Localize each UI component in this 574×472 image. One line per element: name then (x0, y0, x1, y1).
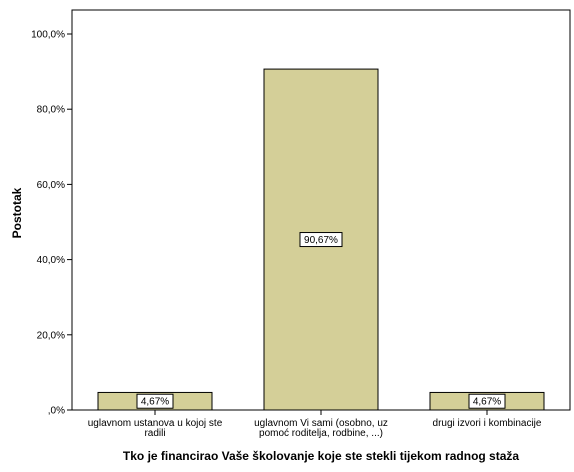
data-label: 90,67% (304, 235, 338, 246)
x-axis-tick-labels: uglavnom ustanova u kojoj ste radili uglav… (88, 410, 542, 439)
data-label: 4,67% (141, 397, 169, 408)
y-tick-label: 100,0% (31, 30, 65, 41)
y-tick-label: 80,0% (37, 105, 65, 116)
data-label-box (299, 232, 343, 248)
bars-group: 4,67% 90,67% 4,67% (97, 68, 545, 411)
x-tick-label: uglavnom ustanova u kojoj ste radili (88, 418, 223, 439)
y-tick-label: ,0% (48, 406, 65, 417)
y-axis-label: Postotak (10, 187, 24, 238)
x-axis-label: Tko je financirao Vaše školovanje koje s… (123, 449, 519, 463)
y-tick-label: 20,0% (37, 330, 65, 341)
y-tick-label: 60,0% (37, 180, 65, 191)
y-tick-label: 40,0% (37, 255, 65, 266)
data-label-box (136, 393, 174, 409)
x-tick-label: uglavnom Vi sami (osobno, uz pomoć rodite… (254, 418, 388, 439)
data-label: 4,67% (473, 397, 501, 408)
x-tick-label: drugi izvori i kombinacije (433, 418, 542, 429)
y-axis-ticks: ,0% 20,0% 40,0% 60,0% 80,0% 100,0% (31, 30, 72, 417)
data-label-box (468, 393, 506, 409)
